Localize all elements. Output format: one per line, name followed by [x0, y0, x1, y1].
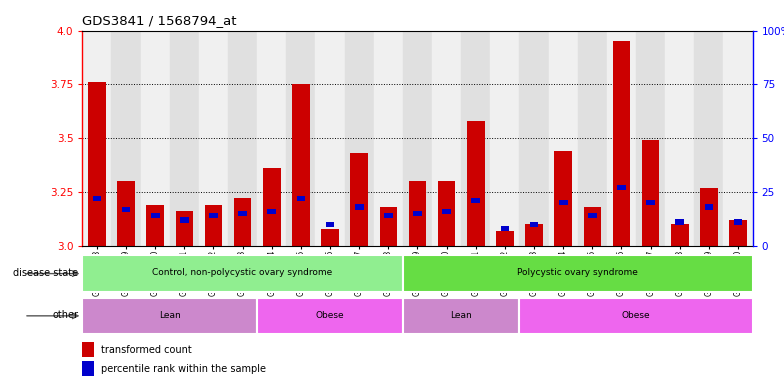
Bar — [525, 224, 543, 246]
Bar — [286, 31, 315, 246]
Bar — [228, 31, 257, 246]
Text: Polycystic ovary syndrome: Polycystic ovary syndrome — [517, 268, 638, 277]
Bar — [111, 31, 140, 246]
Bar — [257, 31, 286, 246]
Bar — [325, 222, 335, 227]
Bar — [234, 199, 252, 246]
Bar — [263, 168, 281, 246]
Bar — [88, 82, 106, 246]
Bar — [384, 213, 393, 218]
Bar — [93, 196, 101, 201]
Bar — [496, 231, 514, 246]
Bar — [205, 205, 222, 246]
Bar — [209, 213, 218, 218]
Bar — [151, 213, 160, 218]
Bar — [471, 198, 480, 203]
Bar — [607, 31, 636, 246]
Bar — [467, 121, 485, 246]
Bar — [379, 207, 397, 246]
Text: other: other — [53, 310, 78, 320]
Bar — [82, 31, 111, 246]
Bar — [461, 31, 490, 246]
Bar — [724, 31, 753, 246]
Text: transformed count: transformed count — [101, 345, 192, 355]
Bar — [729, 220, 747, 246]
Bar — [170, 31, 199, 246]
Bar — [549, 31, 578, 246]
Bar — [578, 31, 607, 246]
Bar — [321, 228, 339, 246]
Bar — [374, 31, 403, 246]
Bar — [315, 31, 345, 246]
Bar — [432, 31, 461, 246]
Bar — [82, 342, 94, 357]
Text: Obese: Obese — [316, 311, 344, 319]
Text: percentile rank within the sample: percentile rank within the sample — [101, 364, 266, 374]
Bar — [147, 205, 164, 246]
Bar — [140, 31, 170, 246]
Bar — [238, 211, 247, 216]
Bar — [642, 141, 659, 246]
Bar — [695, 31, 724, 246]
Text: Lean: Lean — [159, 311, 180, 319]
Text: Lean: Lean — [450, 311, 472, 319]
Text: disease state: disease state — [13, 268, 78, 278]
Bar — [257, 298, 403, 334]
Bar — [408, 181, 426, 246]
Bar — [583, 207, 601, 246]
Bar — [554, 151, 572, 246]
Bar — [520, 298, 753, 334]
Bar — [199, 31, 228, 246]
Bar — [671, 224, 688, 246]
Bar — [82, 298, 257, 334]
Bar — [700, 188, 717, 246]
Bar — [82, 255, 403, 292]
Bar — [559, 200, 568, 205]
Bar — [442, 209, 451, 214]
Text: Control, non-polycystic ovary syndrome: Control, non-polycystic ovary syndrome — [153, 268, 332, 277]
Bar — [636, 31, 665, 246]
Bar — [413, 211, 422, 216]
Bar — [520, 31, 549, 246]
Bar — [350, 153, 368, 246]
Bar — [588, 213, 597, 218]
Bar — [180, 217, 189, 223]
Bar — [176, 211, 193, 246]
Bar — [705, 204, 713, 210]
Bar — [292, 84, 310, 246]
Bar — [734, 219, 742, 225]
Bar — [403, 31, 432, 246]
Bar — [345, 31, 374, 246]
Bar — [122, 207, 130, 212]
Bar — [82, 361, 94, 376]
Bar — [665, 31, 695, 246]
Bar — [403, 255, 753, 292]
Bar — [617, 185, 626, 190]
Bar — [403, 298, 520, 334]
Bar — [355, 204, 364, 210]
Bar — [490, 31, 520, 246]
Text: Obese: Obese — [622, 311, 651, 319]
Bar — [613, 41, 630, 246]
Bar — [646, 200, 655, 205]
Text: GDS3841 / 1568794_at: GDS3841 / 1568794_at — [82, 15, 237, 27]
Bar — [438, 181, 456, 246]
Bar — [675, 219, 684, 225]
Bar — [530, 222, 539, 227]
Bar — [118, 181, 135, 246]
Bar — [500, 226, 510, 231]
Bar — [267, 209, 276, 214]
Bar — [296, 196, 305, 201]
